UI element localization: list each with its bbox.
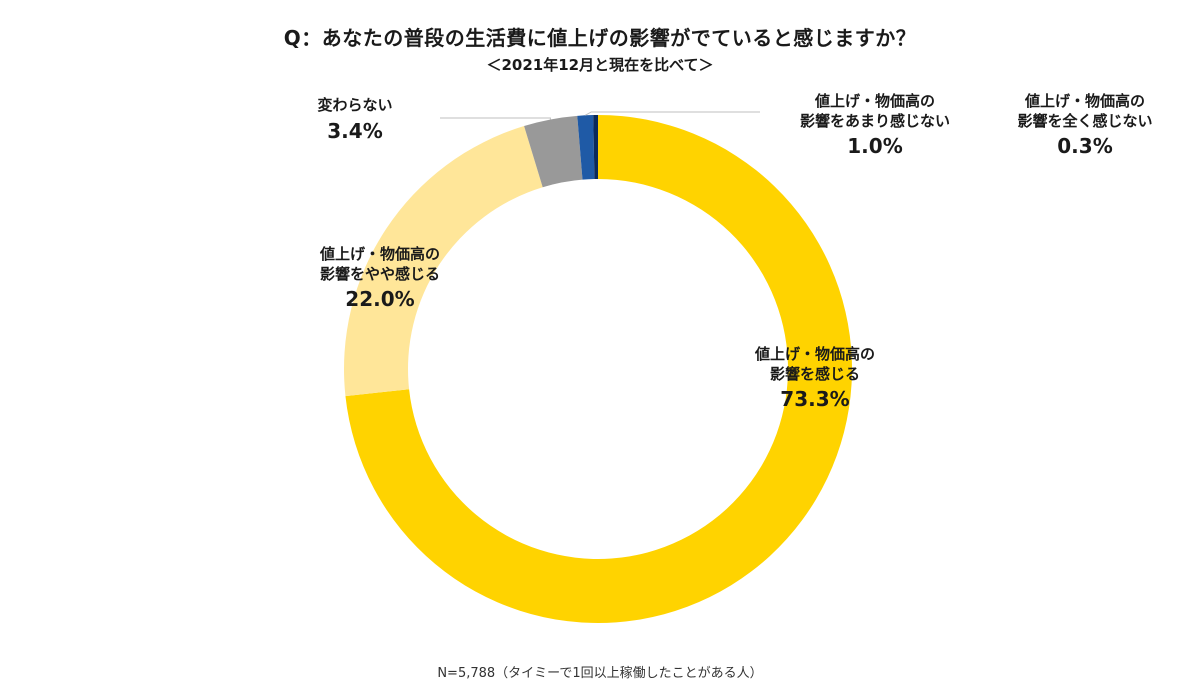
- category-label: 値上げ・物価高の 影響をあまり感じない: [799, 92, 950, 130]
- donut-slice-1: [344, 125, 543, 397]
- donut-slice-3: [577, 115, 595, 180]
- value-label: 73.3%: [780, 387, 850, 411]
- leader-line-not-much: [584, 111, 760, 116]
- value-label: 0.3%: [1057, 134, 1113, 158]
- value-label: 1.0%: [847, 134, 903, 158]
- category-label: 値上げ・物価高の 影響をやや感じる: [319, 245, 440, 283]
- slice-label-no-change: 変わらない 3.4%: [290, 96, 420, 144]
- slice-label-feel: 値上げ・物価高の 影響を感じる 73.3%: [735, 345, 895, 412]
- category-label: 値上げ・物価高の 影響を感じる: [754, 345, 875, 383]
- donut-slice-4: [593, 115, 598, 180]
- slice-label-not-at-all: 値上げ・物価高の 影響を全く感じない 0.3%: [990, 92, 1180, 159]
- chart-title: Q：あなたの普段の生活費に値上げの影響がでていると感じますか？: [283, 26, 917, 50]
- category-label: 値上げ・物価高の 影響を全く感じない: [1017, 92, 1153, 130]
- value-label: 22.0%: [345, 287, 415, 311]
- sample-size-note: N=5,788（タイミーで1回以上稼働したことがある人）: [437, 666, 763, 681]
- category-label: 変わらない: [317, 96, 393, 114]
- chart-subtitle: ＜2021年12月と現在を比べて＞: [486, 56, 714, 74]
- donut-slice-2: [524, 115, 583, 188]
- slice-label-somewhat-feel: 値上げ・物価高の 影響をやや感じる 22.0%: [290, 245, 470, 312]
- slice-label-not-much: 値上げ・物価高の 影響をあまり感じない 1.0%: [770, 92, 980, 159]
- value-label: 3.4%: [327, 118, 383, 143]
- leader-line-no-change: [440, 117, 551, 120]
